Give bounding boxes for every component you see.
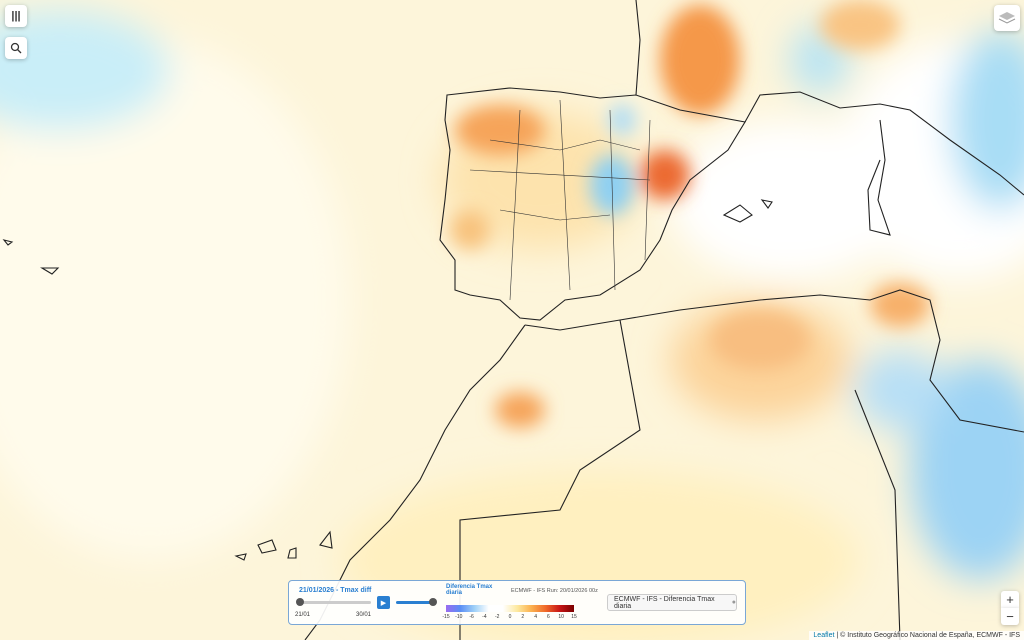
layers-button[interactable]: [994, 5, 1020, 31]
legend-tick: 10: [558, 614, 564, 620]
layer-dot: ●: [731, 599, 736, 606]
legend-tick: -6: [469, 614, 474, 620]
legend-run: ECMWF - IFS Run: 20/01/2026 00z: [511, 588, 598, 594]
date-slider[interactable]: [297, 601, 371, 604]
date-title: 21/01/2026 - Tmax diff: [299, 587, 372, 594]
attribution-text: | © Instituto Geográfico Nacional de Esp…: [836, 632, 1020, 639]
leaflet-link[interactable]: Leaflet: [813, 632, 835, 639]
layer-selector[interactable]: ECMWF - IFS - Diferencia Tmax diaria ●: [607, 594, 737, 611]
legend-tick: -15: [442, 614, 450, 620]
slider-end: 30/01: [356, 612, 372, 618]
legend-tick: -10: [455, 614, 463, 620]
attribution: Leaflet | © Instituto Geográfico Naciona…: [809, 631, 1024, 640]
zoom-out[interactable]: −: [1001, 608, 1019, 625]
legend-title: Diferencia Tmax diaria: [446, 584, 493, 596]
layer-name: ECMWF - IFS - Diferencia Tmax diaria: [614, 595, 715, 610]
slider-start: 21/01: [295, 612, 311, 618]
legend-tick: -2: [494, 614, 500, 620]
search-button[interactable]: [5, 37, 27, 59]
control-panel: 21/01/2026 - Tmax diff 21/01 30/01 ▶ Dif…: [288, 580, 746, 625]
play-button[interactable]: ▶: [377, 596, 390, 609]
legend-tick: 4: [534, 614, 537, 620]
legend-tick: 15: [571, 614, 577, 620]
legend-colorbar: [446, 605, 574, 612]
layers-icon: [998, 12, 1016, 24]
legend-tick: 2: [521, 614, 525, 620]
menu-button[interactable]: |||: [5, 5, 27, 27]
legend-tick: 6: [547, 614, 550, 620]
opacity-handle[interactable]: [429, 598, 437, 606]
slider-handle[interactable]: [296, 598, 304, 606]
legend-tick: 0: [508, 614, 512, 620]
legend-ticks: -15 -10 -6 -4 -2 0 2 4 6 10 15: [442, 614, 577, 622]
search-icon: [10, 42, 22, 54]
opacity-slider[interactable]: [396, 601, 432, 604]
zoom-in[interactable]: +: [1001, 591, 1019, 608]
legend-tick: -4: [482, 614, 487, 620]
